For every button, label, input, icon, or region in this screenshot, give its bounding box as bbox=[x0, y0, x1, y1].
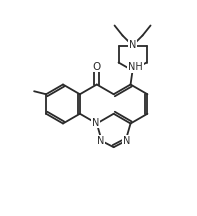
Text: NH: NH bbox=[128, 62, 143, 73]
Text: N: N bbox=[123, 136, 130, 146]
Text: O: O bbox=[93, 62, 101, 71]
Text: N: N bbox=[97, 136, 105, 146]
Text: N: N bbox=[129, 41, 136, 51]
Text: N: N bbox=[92, 118, 99, 127]
